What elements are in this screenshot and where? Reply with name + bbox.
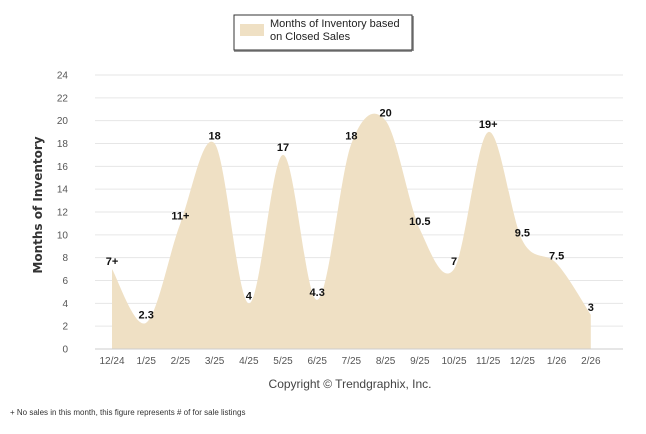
x-tick-label: 12/25 [510, 356, 535, 367]
x-tick-label: 11/25 [476, 356, 501, 367]
x-axis-ticks: 12/24 1/25 2/25 3/25 4/25 5/25 6/25 7/25 8/25 9/2… [99, 356, 600, 367]
legend-label-line1: Months of Inventory based [270, 18, 400, 30]
y-tick-label: 14 [57, 185, 69, 196]
y-tick-label: 24 [57, 71, 69, 82]
x-tick-label: 3/25 [205, 356, 225, 367]
x-tick-label: 12/24 [99, 356, 124, 367]
data-label: 19+ [479, 119, 498, 131]
area-series [112, 113, 591, 349]
data-label: 7 [451, 256, 457, 268]
y-tick-label: 8 [62, 253, 68, 264]
legend-swatch [240, 24, 264, 36]
y-tick-label: 2 [62, 322, 68, 333]
x-tick-label: 4/25 [239, 356, 259, 367]
data-label: 18 [208, 131, 220, 143]
x-tick-label: 10/25 [441, 356, 466, 367]
footnote-text: + No sales in this month, this figure re… [10, 408, 245, 417]
y-tick-label: 0 [62, 345, 68, 356]
data-label: 18 [345, 131, 357, 143]
y-tick-label: 16 [57, 162, 69, 173]
x-tick-label: 1/25 [136, 356, 156, 367]
data-label: 7.5 [549, 250, 564, 262]
x-tick-label: 2/25 [171, 356, 191, 367]
data-label: 9.5 [515, 228, 530, 240]
x-tick-label: 1/26 [547, 356, 567, 367]
data-label: 4 [246, 290, 253, 302]
legend-label-line2: on Closed Sales [270, 31, 351, 43]
y-tick-label: 20 [57, 116, 69, 127]
y-tick-label: 18 [57, 139, 69, 150]
y-tick-label: 22 [57, 93, 69, 104]
y-tick-label: 4 [62, 299, 68, 310]
x-tick-label: 7/25 [342, 356, 362, 367]
y-axis-title: Months of Inventory [31, 136, 45, 273]
x-tick-label: 8/25 [376, 356, 396, 367]
legend: Months of Inventory based on Closed Sale… [233, 14, 414, 52]
data-label: 4.3 [310, 287, 325, 299]
data-label: 11+ [171, 210, 189, 222]
data-label: 10.5 [409, 216, 430, 228]
x-tick-label: 9/25 [410, 356, 430, 367]
copyright-text: Copyright © Trendgraphix, Inc. [269, 377, 432, 391]
data-label: 17 [277, 142, 289, 154]
data-labels: 7+ 2.3 11+ 18 4 17 4.3 18 20 10.5 7 19+ 9.5 7.5 3 [106, 108, 594, 322]
data-label: 7+ [106, 256, 119, 268]
x-tick-label: 6/25 [307, 356, 327, 367]
data-label: 2.3 [139, 310, 154, 322]
x-tick-label: 5/25 [273, 356, 293, 367]
data-label: 3 [588, 302, 594, 314]
y-tick-label: 10 [57, 230, 69, 241]
data-label: 20 [379, 108, 391, 120]
y-tick-label: 6 [62, 276, 68, 287]
y-tick-label: 12 [57, 208, 69, 219]
x-tick-label: 2/26 [581, 356, 601, 367]
